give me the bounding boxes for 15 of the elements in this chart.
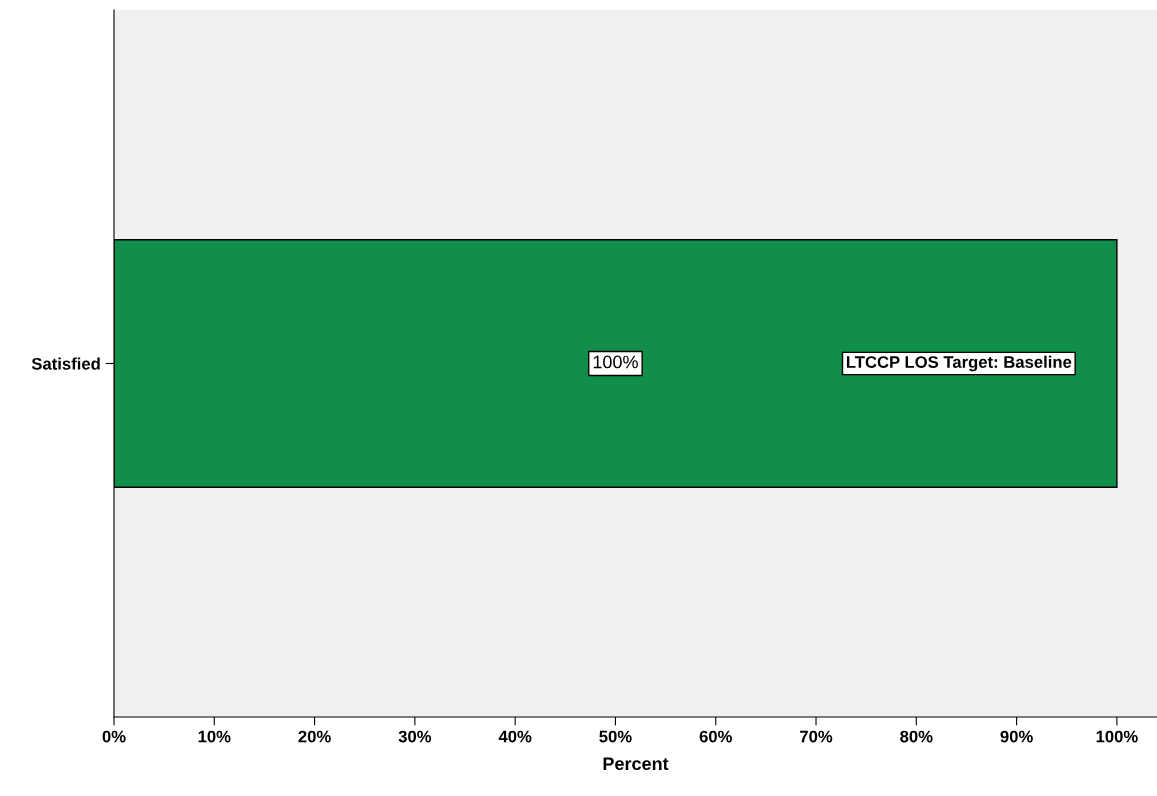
annotation: LTCCP LOS Target: Baseline [846,355,1072,372]
x-tick-label: 30% [398,730,432,743]
x-tick-label: 10% [198,730,231,743]
x-axis-title: Percent [603,757,669,771]
x-tick-label: 100% [1096,730,1138,743]
x-tick-label: 50% [599,730,632,743]
x-tick-label: 40% [498,730,532,743]
x-tick-label: 80% [900,730,933,743]
data-label: 100% [593,355,638,369]
x-tick-label: 20% [298,730,331,743]
x-tick-label: 0% [102,730,126,743]
x-tick-label: 90% [1000,730,1033,743]
x-tick-label: 60% [699,730,732,743]
y-tick-label: Satisfied [31,357,100,370]
x-tick-label: 70% [800,730,833,743]
